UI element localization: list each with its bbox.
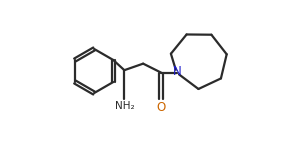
Text: NH₂: NH₂ bbox=[114, 101, 134, 111]
Text: O: O bbox=[157, 101, 166, 114]
Text: N: N bbox=[173, 65, 182, 78]
